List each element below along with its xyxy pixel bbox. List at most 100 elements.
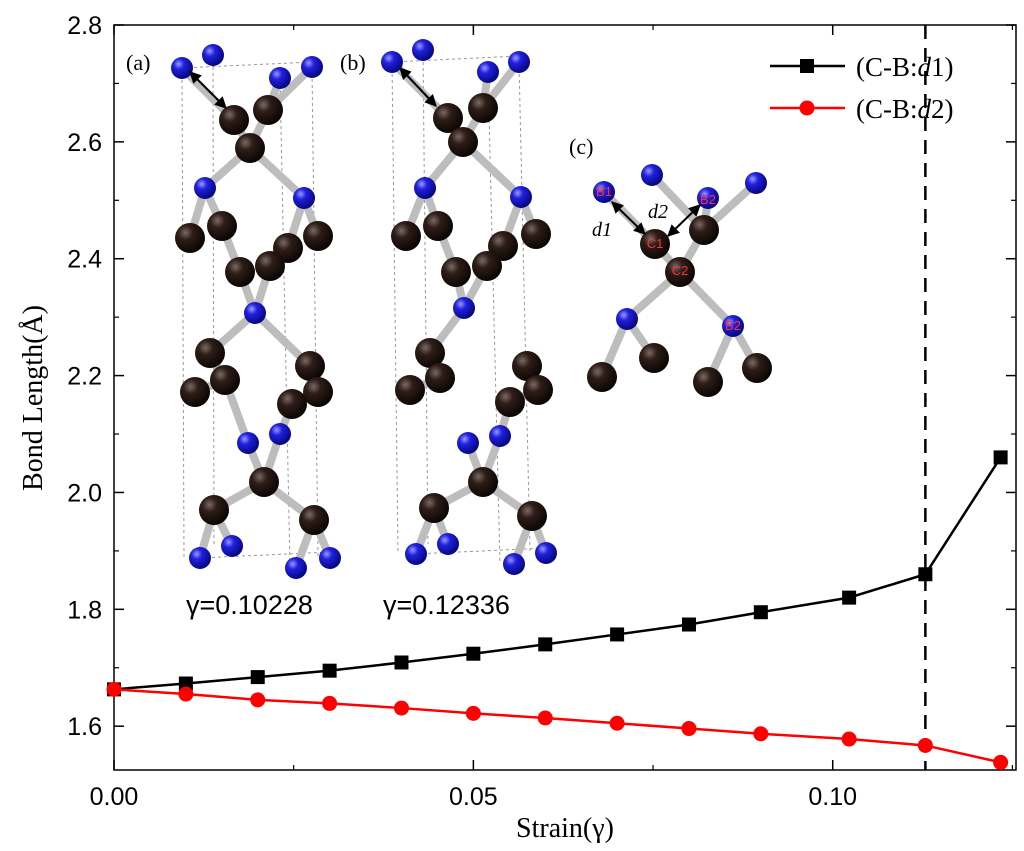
data-point-d2 <box>250 692 266 708</box>
cell-edge <box>422 49 429 545</box>
inset-c-atom-label-b1: B1 <box>596 184 612 199</box>
series-group <box>106 450 1009 770</box>
boron-atom <box>437 533 459 555</box>
boron-atom <box>489 425 511 447</box>
carbon-atom <box>295 351 325 381</box>
boron-atom <box>593 181 615 203</box>
data-point-d1 <box>842 590 857 605</box>
carbon-atom <box>175 223 205 253</box>
carbon-atom <box>639 343 669 373</box>
carbon-atom <box>219 105 249 135</box>
y-tick-label: 2.8 <box>67 12 102 40</box>
inset-a-panel-label: (a) <box>126 50 150 75</box>
carbon-atom <box>207 211 237 241</box>
x-axis-label: Strain(γ) <box>516 813 614 844</box>
carbon-atom <box>693 367 723 397</box>
legend-entry-d2: (C-B:d2) <box>770 94 954 124</box>
carbon-atom <box>468 467 498 497</box>
boron-atom <box>319 547 341 569</box>
boron-atom <box>453 297 475 319</box>
data-point-d1 <box>610 627 625 642</box>
boron-atom <box>503 553 525 575</box>
cell-edge <box>415 547 547 555</box>
inset-c-label-d2: d2 <box>648 201 668 223</box>
data-point-d2 <box>393 700 409 716</box>
data-point-d1 <box>466 646 481 661</box>
legend-entry-d1: (C-B:d1) <box>770 52 954 82</box>
data-point-d2 <box>537 710 553 726</box>
carbon-atom <box>199 495 229 525</box>
legend-label-d2: (C-B:d2) <box>856 94 954 124</box>
boron-atom <box>202 44 224 66</box>
data-point-d2 <box>322 695 338 711</box>
boron-atom <box>194 177 216 199</box>
boron-atom <box>457 432 479 454</box>
boron-atom <box>171 57 193 79</box>
boron-atom <box>189 547 211 569</box>
boron-atom <box>535 542 557 564</box>
legend-marker-d2 <box>799 100 815 116</box>
boron-atom <box>269 67 291 89</box>
carbon-atom <box>495 387 525 417</box>
cell-edge <box>181 61 313 69</box>
carbon-atom <box>180 377 210 407</box>
y-axis-label: Bond Length(Å) <box>18 305 49 491</box>
carbon-atom <box>415 338 445 368</box>
legend-marker-d1 <box>800 59 814 73</box>
carbon-atom <box>433 103 463 133</box>
boron-atom <box>221 535 243 557</box>
carbon-atom <box>299 505 329 535</box>
data-point-d1 <box>178 676 193 691</box>
boron-atom <box>293 187 315 209</box>
bond-length-arrow <box>399 67 437 107</box>
inset-c-atom-label-b2-top: B2 <box>700 192 716 207</box>
boron-atom <box>285 557 307 579</box>
boron-atom <box>405 543 427 565</box>
boron-atom <box>722 315 744 337</box>
carbon-atom <box>512 351 542 381</box>
cell-edge <box>391 55 520 63</box>
axis-ticks: 1.6 1.8 2.0 2.2 2.4 2.6 2.8 0.00 0.05 0.10 <box>67 12 1016 811</box>
data-point-d2 <box>681 721 697 737</box>
data-point-d2 <box>609 715 625 731</box>
inset-structure-b <box>381 39 557 575</box>
carbon-atom <box>488 231 518 261</box>
carbon-atom <box>419 493 449 523</box>
carbon-atom <box>472 251 502 281</box>
boron-atom <box>381 51 403 73</box>
inset-structure-a <box>171 44 341 579</box>
carbon-atom <box>425 363 455 393</box>
data-point-d2 <box>993 754 1009 770</box>
cell-edge <box>391 61 399 555</box>
carbon-atom <box>742 353 772 383</box>
legend-label-d1: (C-B:d1) <box>856 52 954 82</box>
inset-c-panel-label: (c) <box>569 134 593 159</box>
data-point-d2 <box>465 705 481 721</box>
boron-atom <box>301 56 323 78</box>
carbon-atom <box>391 221 421 251</box>
carbon-atom <box>253 95 283 125</box>
inset-c-atom-label-b2-bottom: B2 <box>725 318 741 333</box>
x-tick-label: 0.10 <box>808 783 857 811</box>
inset-c-atom-label-c2: C2 <box>672 263 689 278</box>
boron-atom <box>641 164 663 186</box>
carbon-atom <box>517 501 547 531</box>
boron-atom <box>745 172 767 194</box>
carbon-atom <box>640 229 670 259</box>
boron-atom <box>412 39 434 61</box>
data-point-d1 <box>394 655 409 670</box>
boron-atom <box>237 432 259 454</box>
data-point-d1 <box>918 567 933 582</box>
boron-atom <box>477 61 499 83</box>
cell-edge <box>181 67 185 559</box>
carbon-atom <box>303 377 333 407</box>
data-point-d2 <box>106 681 122 697</box>
carbon-atom <box>255 251 285 281</box>
carbon-atom <box>587 362 617 392</box>
boron-atom <box>269 423 291 445</box>
carbon-atom <box>665 257 695 287</box>
y-tick-label: 1.6 <box>67 713 102 741</box>
data-point-d2 <box>178 686 194 702</box>
carbon-atom <box>249 467 279 497</box>
